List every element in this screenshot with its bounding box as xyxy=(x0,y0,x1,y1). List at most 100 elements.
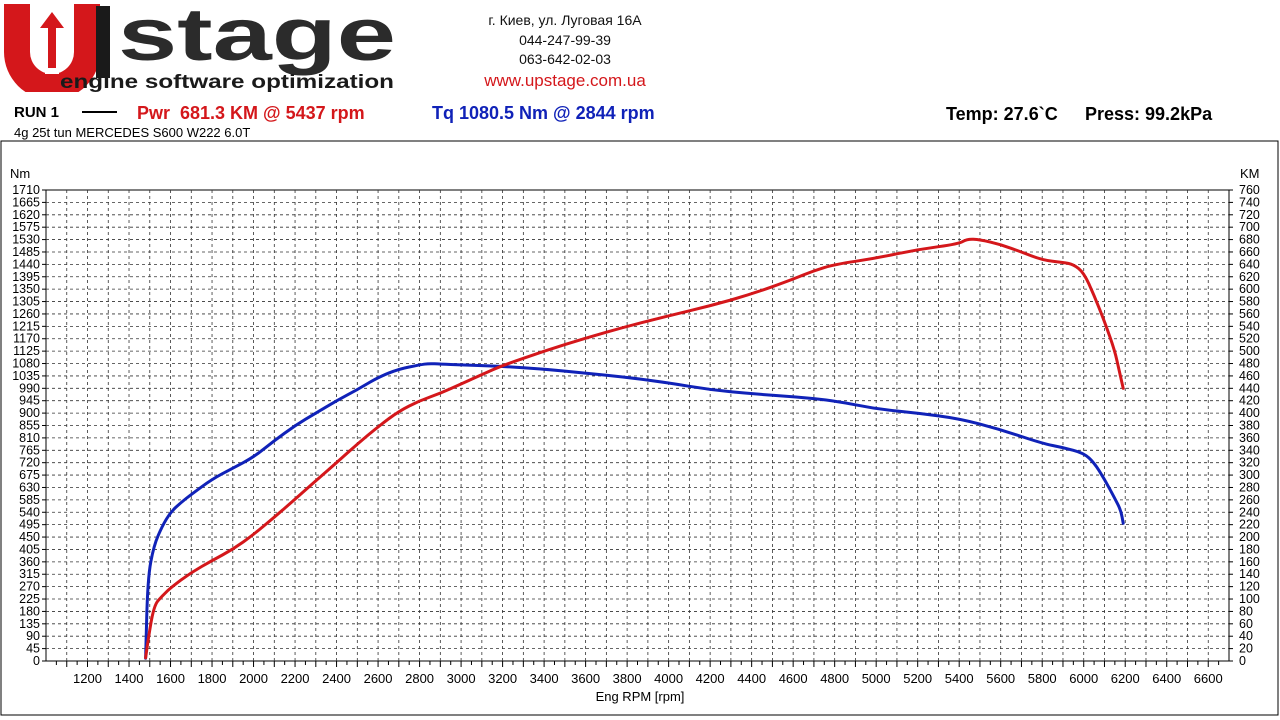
x-tick-label: 4200 xyxy=(696,671,725,686)
x-tick-label: 2600 xyxy=(364,671,393,686)
y-right-tick-label: 0 xyxy=(1239,654,1246,668)
y-left-tick-label: 1170 xyxy=(13,332,40,346)
logo-text: stage xyxy=(118,0,396,76)
x-tick-label: 2400 xyxy=(322,671,351,686)
x-tick-label: 4800 xyxy=(820,671,849,686)
website-link[interactable]: www.upstage.com.ua xyxy=(484,71,646,90)
y-left-tick-label: 1395 xyxy=(12,270,40,284)
x-tick-label: 4000 xyxy=(654,671,683,686)
y-left-tick-label: 1710 xyxy=(12,183,40,197)
y-right-tick-label: 660 xyxy=(1239,245,1260,259)
y-right-tick-label: 640 xyxy=(1239,257,1260,271)
y-right-tick-label: 620 xyxy=(1239,270,1260,284)
y-right-tick-label: 160 xyxy=(1239,555,1260,569)
y-left-tick-label: 1350 xyxy=(12,282,40,296)
y-left-tick-label: 405 xyxy=(19,542,40,556)
vehicle-description: 4g 25t tun MERCEDES S600 W222 6.0T xyxy=(14,125,250,140)
y-right-tick-label: 720 xyxy=(1239,208,1260,222)
y-left-tick-label: 1305 xyxy=(12,295,40,309)
x-tick-label: 2000 xyxy=(239,671,268,686)
y-left-tick-label: 45 xyxy=(26,642,40,656)
x-tick-label: 4600 xyxy=(779,671,808,686)
y-left-tick-label: 1620 xyxy=(12,208,40,222)
y-right-tick-label: 200 xyxy=(1239,530,1260,544)
x-tick-label: 6200 xyxy=(1111,671,1140,686)
torque-curve xyxy=(144,362,1125,660)
x-tick-label: 2200 xyxy=(281,671,310,686)
y-right-tick-label: 180 xyxy=(1239,542,1260,556)
x-tick-label: 5200 xyxy=(903,671,932,686)
x-tick-label: 1600 xyxy=(156,671,185,686)
x-tick-label: 5800 xyxy=(1028,671,1057,686)
y-left-tick-label: 675 xyxy=(19,468,40,482)
x-tick-label: 5000 xyxy=(862,671,891,686)
y-right-tick-label: 20 xyxy=(1239,642,1253,656)
y-left-tick-label: 1575 xyxy=(12,220,40,234)
y-left-tick-label: 1665 xyxy=(12,195,40,209)
x-tick-label: 3200 xyxy=(488,671,517,686)
y-left-tick-label: 585 xyxy=(19,493,40,507)
y-left-tick-label: 360 xyxy=(19,555,40,569)
y-left-tick-label: 1080 xyxy=(12,357,40,371)
y-right-tick-label: 240 xyxy=(1239,505,1260,519)
y-right-tick-label: 580 xyxy=(1239,295,1260,309)
y-left-tick-label: 315 xyxy=(19,567,40,581)
pressure-value: Press: 99.2kPa xyxy=(1085,104,1213,124)
y-left-tick-label: 945 xyxy=(19,394,40,408)
x-tick-label: 3600 xyxy=(571,671,600,686)
address-line-3: 063-642-02-03 xyxy=(519,51,611,67)
y-right-tick-label: 420 xyxy=(1239,394,1260,408)
x-tick-label: 1800 xyxy=(198,671,227,686)
x-tick-label: 5400 xyxy=(945,671,974,686)
y-right-tick-label: 60 xyxy=(1239,617,1253,631)
y-left-tick-label: 90 xyxy=(26,629,40,643)
y-right-tick-label: 520 xyxy=(1239,332,1260,346)
y-left-tick-label: 765 xyxy=(19,443,40,457)
y-right-tick-label: 760 xyxy=(1239,183,1260,197)
x-tick-label: 3800 xyxy=(613,671,642,686)
x-tick-label: 4400 xyxy=(737,671,766,686)
y-right-tick-label: 120 xyxy=(1239,580,1260,594)
y-left-tick-label: 1260 xyxy=(12,307,40,321)
y-right-tick-label: 220 xyxy=(1239,518,1260,532)
y-left-tick-label: 810 xyxy=(19,431,40,445)
power-summary: Pwr 681.3 KM @ 5437 rpm xyxy=(137,103,365,123)
y-axis-right-unit: KM xyxy=(1240,166,1260,181)
y-left-tick-label: 540 xyxy=(19,505,40,519)
y-right-tick-label: 540 xyxy=(1239,319,1260,333)
y-right-tick-label: 280 xyxy=(1239,480,1260,494)
y-right-tick-label: 480 xyxy=(1239,357,1260,371)
y-right-tick-label: 440 xyxy=(1239,381,1260,395)
x-axis-label: Eng RPM [rpm] xyxy=(596,689,685,704)
x-tick-label: 6000 xyxy=(1069,671,1098,686)
y-left-tick-label: 0 xyxy=(33,654,40,668)
x-tick-label: 6400 xyxy=(1152,671,1181,686)
y-left-tick-label: 135 xyxy=(19,617,40,631)
x-tick-label: 1200 xyxy=(73,671,102,686)
y-left-tick-label: 720 xyxy=(19,456,40,470)
y-left-tick-label: 1125 xyxy=(13,344,40,358)
y-left-tick-label: 450 xyxy=(19,530,40,544)
x-tick-label: 2800 xyxy=(405,671,434,686)
y-right-tick-label: 360 xyxy=(1239,431,1260,445)
run-label: RUN 1 xyxy=(14,104,59,121)
chart-frame xyxy=(0,140,1279,716)
y-left-tick-label: 225 xyxy=(19,592,40,606)
y-right-tick-label: 380 xyxy=(1239,419,1260,433)
address-line-1: г. Киев, ул. Луговая 16А xyxy=(488,12,642,28)
y-right-tick-label: 140 xyxy=(1239,567,1260,581)
x-tick-label: 3400 xyxy=(530,671,559,686)
y-left-tick-label: 1215 xyxy=(12,319,40,333)
y-right-tick-label: 100 xyxy=(1239,592,1260,606)
y-right-tick-label: 40 xyxy=(1239,629,1253,643)
y-right-tick-label: 340 xyxy=(1239,443,1260,457)
upstage-logo: stage engine software optimization xyxy=(4,0,396,100)
x-tick-label: 3000 xyxy=(447,671,476,686)
y-right-tick-label: 400 xyxy=(1239,406,1260,420)
y-right-tick-label: 740 xyxy=(1239,195,1260,209)
y-left-tick-label: 1440 xyxy=(12,257,40,271)
logo-tagline: engine software optimization xyxy=(60,72,394,92)
y-right-tick-label: 560 xyxy=(1239,307,1260,321)
y-left-tick-label: 495 xyxy=(19,518,40,532)
